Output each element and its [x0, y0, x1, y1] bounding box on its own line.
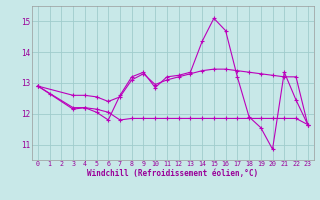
X-axis label: Windchill (Refroidissement éolien,°C): Windchill (Refroidissement éolien,°C)	[87, 169, 258, 178]
